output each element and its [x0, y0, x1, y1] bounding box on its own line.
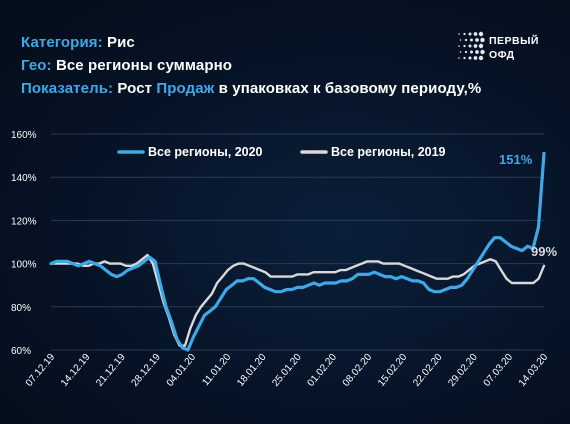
x-tick-label: 07.03.20: [482, 352, 516, 389]
logo-dot: [470, 38, 473, 42]
y-tick-label: 100%: [11, 260, 37, 271]
x-tick-label: 14.12.19: [59, 352, 93, 389]
logo-dot: [470, 50, 473, 54]
x-tick-label: 11.01.20: [200, 352, 233, 389]
header-metric: Показатель: Рост Продаж в упаковках к ба…: [21, 80, 481, 97]
logo-dot: [459, 39, 462, 41]
logo-dot: [463, 32, 466, 36]
logo-text: ПЕРВЫЙ ОФД: [489, 34, 539, 62]
category-value: Рис: [107, 34, 135, 51]
end-label-2020: 151%: [499, 152, 533, 167]
metric-key: Показатель:: [21, 80, 114, 97]
logo-dot: [475, 38, 479, 42]
logo-dot: [473, 56, 478, 60]
logo-dot: [475, 50, 479, 54]
header-geo: Гео: Все регионы суммарно: [21, 57, 232, 74]
logo-dot: [458, 45, 460, 47]
metric-pre: Рост: [117, 80, 153, 97]
y-tick-label: 140%: [11, 173, 37, 184]
metric-post: в упаковках к базовому периоду,%: [218, 80, 482, 97]
logo-line2: ОФД: [489, 49, 515, 61]
logo-dot: [468, 56, 472, 60]
logo-dot: [480, 49, 485, 55]
x-tick-label: 18.01.20: [235, 352, 269, 389]
x-tick-label: 08.02.20: [341, 352, 375, 389]
logo-dot: [468, 44, 472, 48]
logo-dot: [468, 32, 472, 36]
x-tick-label: 04.01.20: [165, 352, 199, 389]
y-tick-label: 120%: [11, 216, 37, 227]
logo-dot: [478, 43, 484, 49]
x-tick-label: 22.02.20: [411, 352, 445, 389]
x-tick-label: 15.02.20: [376, 352, 410, 389]
x-tick-label: 01.02.20: [306, 352, 340, 389]
header-category: Категория: Рис: [21, 34, 135, 51]
end-label-2019: 99%: [531, 244, 557, 259]
x-tick-label: 07.12.19: [24, 352, 58, 389]
series-line-1: [49, 253, 546, 347]
geo-key: Гео:: [21, 57, 52, 74]
logo-dots-icon: [458, 31, 485, 61]
logo-dot: [478, 55, 484, 61]
y-tick-label: 80%: [11, 303, 31, 314]
logo-dot: [464, 50, 468, 54]
legend-label: Все регионы, 2020: [148, 145, 263, 159]
logo-dot: [473, 32, 478, 36]
logo-dot: [480, 37, 485, 43]
logo-dot: [458, 33, 460, 35]
logo-dot: [464, 38, 468, 42]
logo-line1: ПЕРВЫЙ: [489, 35, 539, 47]
x-tick-label: 25.01.20: [270, 352, 304, 389]
y-tick-label: 160%: [11, 130, 37, 141]
logo-dot: [463, 56, 466, 60]
x-tick-label: 21.12.19: [94, 352, 128, 389]
logo-dot: [463, 44, 466, 48]
legend-label: Все регионы, 2019: [331, 145, 446, 159]
x-tick-label: 28.12.19: [129, 352, 163, 389]
logo-dot: [459, 51, 462, 53]
logo-dot: [458, 57, 460, 59]
metric-highlight: Продаж: [156, 80, 215, 97]
logo-dot: [478, 31, 484, 37]
geo-value: Все регионы суммарно: [55, 57, 233, 74]
logo-dot: [473, 44, 478, 48]
x-tick-label: 14.03.20: [517, 352, 551, 389]
series-line-0: [49, 151, 546, 352]
x-tick-label: 29.02.20: [446, 352, 480, 389]
y-tick-label: 60%: [11, 346, 31, 357]
category-key: Категория:: [21, 34, 103, 51]
